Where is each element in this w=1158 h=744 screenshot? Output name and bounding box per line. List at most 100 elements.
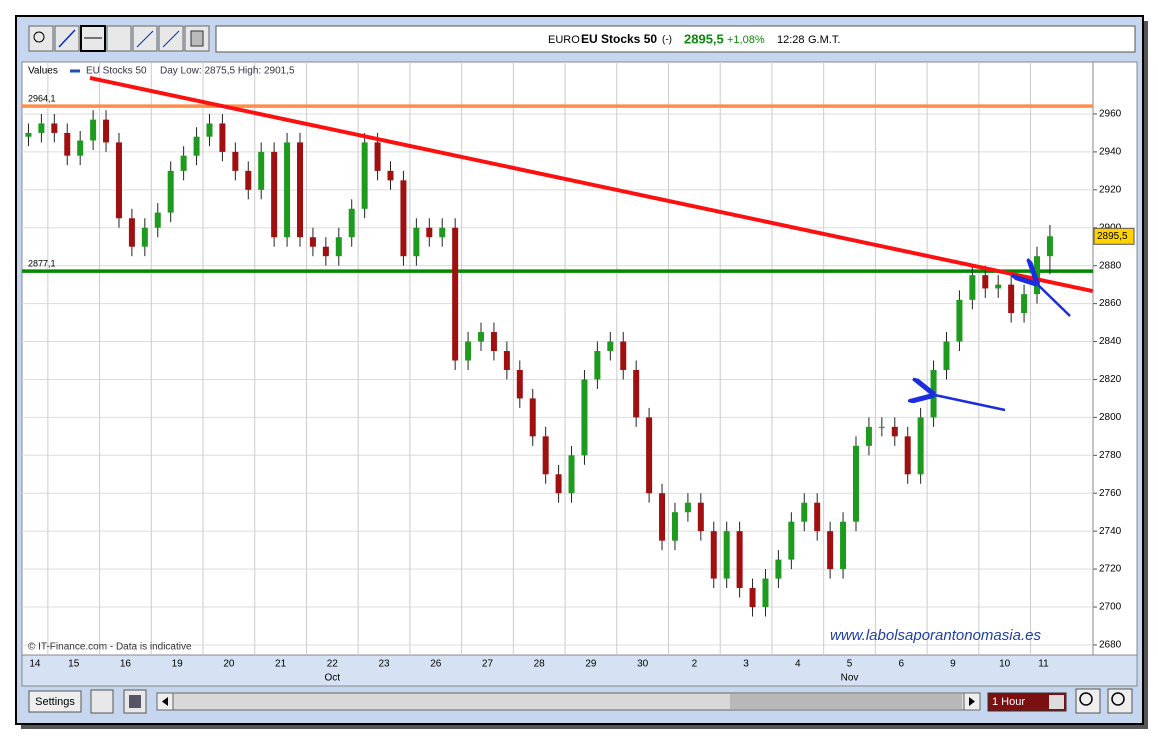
interval-select[interactable]	[987, 692, 1067, 712]
x-tick-label: 20	[223, 659, 235, 670]
x-tick-label: 4	[795, 659, 801, 670]
candle-body	[115, 142, 122, 219]
candle-body	[943, 341, 950, 370]
x-tick-label: 6	[898, 659, 904, 670]
candle-body	[646, 417, 653, 494]
candle-body	[555, 474, 562, 494]
candle-body	[232, 151, 239, 171]
candle-body	[206, 123, 213, 137]
x-tick-label: 3	[743, 659, 749, 670]
candle-body	[245, 170, 252, 190]
candle-body	[361, 142, 368, 209]
candle-body	[141, 227, 148, 247]
candle-body	[723, 531, 730, 579]
candle-body	[516, 369, 523, 399]
y-tick-label: 2920	[1099, 184, 1122, 195]
x-tick-label: 10	[999, 659, 1011, 670]
scroll-thumb[interactable]	[730, 694, 962, 709]
icon	[136, 30, 154, 48]
candle-body	[956, 299, 963, 342]
candle-body	[374, 142, 381, 171]
status: (-)	[662, 35, 672, 46]
candle-body	[348, 208, 355, 238]
candle-body	[801, 502, 808, 522]
candle-body	[309, 237, 316, 247]
x-tick-label: 11	[1038, 659, 1049, 670]
info-bar	[215, 25, 1136, 53]
price: 2895,5	[684, 31, 724, 46]
candle-body	[710, 531, 717, 579]
candle-body	[775, 559, 782, 579]
y-tick-label: 2700	[1099, 602, 1122, 613]
candle-body	[296, 142, 303, 238]
candle-body	[25, 132, 32, 137]
settings-button[interactable]	[28, 690, 82, 713]
zoom-tool[interactable]	[28, 25, 54, 52]
candle-body	[969, 275, 976, 300]
candle-body	[840, 521, 847, 570]
icon	[1111, 692, 1125, 706]
y-tick-label: 2940	[1099, 147, 1122, 158]
candle-body	[439, 227, 446, 238]
x-tick-label: 15	[68, 659, 80, 670]
candle-body	[581, 379, 588, 456]
candle-body	[891, 426, 898, 437]
candle-body	[852, 445, 859, 522]
x-tick-label: 27	[482, 659, 494, 670]
interval-label: 1 Hour	[992, 696, 1025, 708]
x-tick-label: 9	[950, 659, 956, 670]
annotation-arrow	[930, 394, 1006, 412]
x-tick-label: 14	[29, 659, 41, 670]
plot-area	[21, 61, 1138, 656]
time: 12:28	[777, 34, 805, 46]
x-tick-label: 22	[327, 659, 339, 670]
candle-body	[620, 341, 627, 370]
candle-body	[1008, 284, 1015, 314]
candle-body	[878, 426, 885, 428]
y-tick-label: 2960	[1099, 109, 1122, 120]
watermark: www.labolsaporantonomasia.es	[830, 627, 1041, 644]
candle-body	[659, 493, 666, 541]
candle-body	[788, 521, 795, 560]
candle-body	[982, 275, 989, 289]
x-tick-label: 19	[172, 659, 184, 670]
candle-body	[271, 151, 278, 238]
legend-series: EU Stocks 50	[86, 66, 147, 77]
icon	[33, 31, 45, 43]
candle-body	[400, 180, 407, 257]
y-tick-label: 2800	[1099, 412, 1122, 423]
select-arrow[interactable]	[1049, 695, 1064, 709]
x-tick-label: 28	[534, 659, 546, 670]
level-label: 2877,1	[28, 259, 56, 269]
x-tick-label: 16	[120, 659, 132, 670]
toolbar: EURO EU Stocks 50 (-) 2895,5 +1,08% 12:2…	[28, 25, 1136, 53]
y-tick-label: 2880	[1099, 260, 1122, 271]
candle-body	[103, 119, 110, 143]
candle-body	[904, 436, 911, 475]
candle-body	[38, 123, 45, 133]
instrument-name: EU Stocks 50	[581, 32, 657, 46]
indicator-button[interactable]	[90, 689, 114, 714]
legend-day-range: Day Low: 2875,5 High: 2901,5	[160, 66, 295, 77]
candle-body	[465, 341, 472, 361]
candle-body	[684, 502, 691, 513]
candle-body	[736, 531, 743, 589]
y-tick-label: 2760	[1099, 488, 1122, 499]
fibo-tool[interactable]	[106, 25, 132, 52]
month-label: Oct	[325, 673, 341, 684]
icon	[129, 695, 141, 708]
y-tick-label: 2720	[1099, 564, 1122, 575]
candle-body	[1046, 236, 1053, 257]
annotation-arrow	[1034, 281, 1071, 317]
candle-body	[1034, 256, 1041, 295]
candle-body	[529, 398, 536, 437]
candle-body	[284, 142, 291, 238]
y-tick-label: 2780	[1099, 450, 1122, 461]
candle-body	[452, 227, 459, 361]
candle-body	[128, 218, 135, 247]
candle-body	[90, 119, 97, 141]
y-tick-label: 2820	[1099, 374, 1122, 385]
candle-body	[594, 351, 601, 380]
